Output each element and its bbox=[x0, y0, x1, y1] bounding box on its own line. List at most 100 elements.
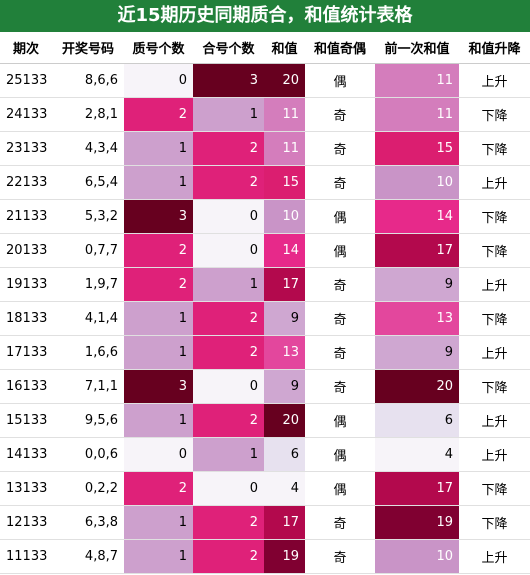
table-cell: 20 bbox=[264, 63, 305, 98]
table-cell: 1 bbox=[124, 505, 193, 540]
table-cell: 2 bbox=[193, 505, 264, 540]
table-cell: 0 bbox=[193, 471, 264, 506]
table-cell: 0 bbox=[124, 63, 193, 98]
table-cell: 偶 bbox=[305, 199, 375, 234]
table-cell: 25133 bbox=[0, 63, 52, 98]
table-cell: 9,5,6 bbox=[52, 403, 124, 438]
table-cell: 22133 bbox=[0, 165, 52, 200]
table-cell: 17 bbox=[264, 267, 305, 302]
table-cell: 3 bbox=[124, 199, 193, 234]
table-cell: 17 bbox=[375, 471, 459, 506]
table-cell: 23133 bbox=[0, 131, 52, 166]
table-cell: 3 bbox=[124, 369, 193, 404]
table-row: 14133 0,0,6 0 1 6 偶 4 上升 bbox=[0, 437, 530, 472]
table-cell: 6,3,8 bbox=[52, 505, 124, 540]
table-cell: 9 bbox=[264, 301, 305, 336]
table-cell: 奇 bbox=[305, 369, 375, 404]
column-header: 期次 bbox=[0, 32, 52, 64]
table-cell: 上升 bbox=[459, 403, 530, 438]
table-cell: 12133 bbox=[0, 505, 52, 540]
table-cell: 下降 bbox=[459, 301, 530, 336]
table-cell: 1 bbox=[124, 165, 193, 200]
column-header: 和值奇偶 bbox=[305, 32, 375, 64]
table-cell: 偶 bbox=[305, 233, 375, 268]
table-cell: 1 bbox=[193, 437, 264, 472]
table-cell: 19 bbox=[264, 539, 305, 574]
table-cell: 2 bbox=[193, 301, 264, 336]
table-cell: 下降 bbox=[459, 505, 530, 540]
table-cell: 上升 bbox=[459, 335, 530, 370]
table-cell: 1 bbox=[193, 267, 264, 302]
table-cell: 21133 bbox=[0, 199, 52, 234]
column-header: 和值 bbox=[264, 32, 305, 64]
table-cell: 2 bbox=[193, 403, 264, 438]
table-cell: 16133 bbox=[0, 369, 52, 404]
column-header: 质号个数 bbox=[124, 32, 193, 64]
table-cell: 15133 bbox=[0, 403, 52, 438]
table-row: 12133 6,3,8 1 2 17 奇 19 下降 bbox=[0, 505, 530, 540]
table-cell: 1 bbox=[124, 335, 193, 370]
table-cell: 偶 bbox=[305, 437, 375, 472]
table-cell: 上升 bbox=[459, 267, 530, 302]
table-cell: 偶 bbox=[305, 471, 375, 506]
table-cell: 11133 bbox=[0, 539, 52, 574]
table-cell: 20 bbox=[375, 369, 459, 404]
table-cell: 4 bbox=[375, 437, 459, 472]
table-cell: 10 bbox=[264, 199, 305, 234]
table-cell: 0 bbox=[193, 199, 264, 234]
table-cell: 下降 bbox=[459, 233, 530, 268]
table-row: 19133 1,9,7 2 1 17 奇 9 上升 bbox=[0, 267, 530, 302]
column-header: 开奖号码 bbox=[52, 32, 124, 64]
table-cell: 9 bbox=[375, 267, 459, 302]
table-cell: 10 bbox=[375, 165, 459, 200]
table-cell: 11 bbox=[264, 97, 305, 132]
table-cell: 下降 bbox=[459, 131, 530, 166]
table-row: 17133 1,6,6 1 2 13 奇 9 上升 bbox=[0, 335, 530, 370]
table-cell: 24133 bbox=[0, 97, 52, 132]
table-cell: 1 bbox=[124, 131, 193, 166]
table-cell: 6 bbox=[264, 437, 305, 472]
table-cell: 15 bbox=[375, 131, 459, 166]
table-cell: 2 bbox=[193, 539, 264, 574]
table-cell: 8,6,6 bbox=[52, 63, 124, 98]
table-row: 11133 4,8,7 1 2 19 奇 10 上升 bbox=[0, 539, 530, 574]
column-header: 和值升降 bbox=[459, 32, 530, 64]
table-row: 18133 4,1,4 1 2 9 奇 13 下降 bbox=[0, 301, 530, 336]
table-row: 23133 4,3,4 1 2 11 奇 15 下降 bbox=[0, 131, 530, 166]
table-cell: 14133 bbox=[0, 437, 52, 472]
table-cell: 1,6,6 bbox=[52, 335, 124, 370]
table-cell: 14 bbox=[264, 233, 305, 268]
table-row: 20133 0,7,7 2 0 14 偶 17 下降 bbox=[0, 233, 530, 268]
table-cell: 6 bbox=[375, 403, 459, 438]
table-cell: 2 bbox=[124, 471, 193, 506]
table-cell: 奇 bbox=[305, 165, 375, 200]
table-cell: 奇 bbox=[305, 97, 375, 132]
table-row: 21133 5,3,2 3 0 10 偶 14 下降 bbox=[0, 199, 530, 234]
header-row: 期次 开奖号码 质号个数 合号个数 和值 和值奇偶 前一次和值 和值升降 bbox=[0, 32, 530, 64]
table-cell: 6,5,4 bbox=[52, 165, 124, 200]
table-cell: 奇 bbox=[305, 505, 375, 540]
table-row: 25133 8,6,6 0 3 20 偶 11 上升 bbox=[0, 63, 530, 98]
table-cell: 0,7,7 bbox=[52, 233, 124, 268]
table-cell: 下降 bbox=[459, 471, 530, 506]
table-cell: 20 bbox=[264, 403, 305, 438]
table-cell: 下降 bbox=[459, 97, 530, 132]
table-cell: 2 bbox=[124, 233, 193, 268]
table-row: 24133 2,8,1 2 1 11 奇 11 下降 bbox=[0, 97, 530, 132]
table-cell: 1 bbox=[124, 539, 193, 574]
table-body: 25133 8,6,6 0 3 20 偶 11 上升 24133 2,8,1 2 1 11 奇 11 下降 23… bbox=[0, 63, 530, 574]
table-cell: 9 bbox=[264, 369, 305, 404]
table-cell: 19 bbox=[375, 505, 459, 540]
table-cell: 17 bbox=[375, 233, 459, 268]
table-cell: 下降 bbox=[459, 369, 530, 404]
table-cell: 0 bbox=[193, 233, 264, 268]
table-cell: 19133 bbox=[0, 267, 52, 302]
table-cell: 0,0,6 bbox=[52, 437, 124, 472]
table-cell: 上升 bbox=[459, 165, 530, 200]
table-cell: 1 bbox=[193, 97, 264, 132]
table-cell: 2 bbox=[193, 335, 264, 370]
table-cell: 下降 bbox=[459, 199, 530, 234]
column-header: 前一次和值 bbox=[375, 32, 459, 64]
table-cell: 4 bbox=[264, 471, 305, 506]
